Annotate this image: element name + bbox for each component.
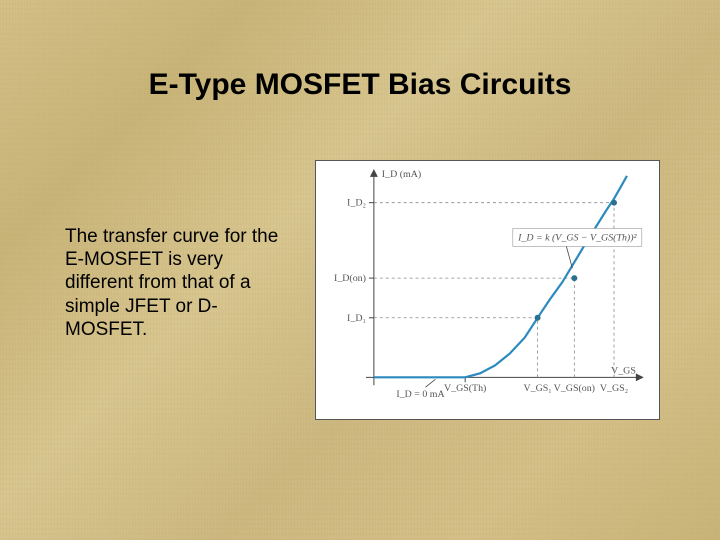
y-tick-id1: I_D₁ bbox=[347, 313, 366, 324]
q-point-0 bbox=[535, 315, 541, 321]
x-tick-vgs1: V_GS₁ bbox=[523, 383, 551, 394]
body-paragraph: The transfer curve for the E-MOSFET is v… bbox=[65, 225, 290, 341]
x-axis-label: V_GS bbox=[611, 365, 636, 376]
x-tick-vgson: V_GS(on) bbox=[554, 383, 595, 394]
q-point-1 bbox=[571, 275, 577, 281]
y-tick-idon: I_D(on) bbox=[334, 273, 366, 284]
chart-svg: I_D (mA) V_GS I_D₂ I_D(on) I_D₁ V_GS(Th) V_GS₁… bbox=[316, 161, 659, 419]
y-tick-id2: I_D₂ bbox=[347, 198, 366, 209]
slide-title: E-Type MOSFET Bias Circuits bbox=[0, 68, 720, 102]
transfer-curve bbox=[374, 176, 627, 377]
equation-label: I_D = k (V_GS − V_GS(Th))² bbox=[517, 232, 637, 243]
slide: E-Type MOSFET Bias Circuits The transfer… bbox=[0, 0, 720, 540]
x-tick-vgs2: V_GS₂ bbox=[600, 383, 628, 394]
transfer-curve-chart: I_D (mA) V_GS I_D₂ I_D(on) I_D₁ V_GS(Th) V_GS₁… bbox=[315, 160, 660, 420]
x-tick-vth: V_GS(Th) bbox=[444, 383, 486, 394]
q-point-2 bbox=[611, 200, 617, 206]
y-axis-label: I_D (mA) bbox=[382, 169, 421, 180]
zero-current-label: I_D = 0 mA bbox=[396, 389, 445, 400]
